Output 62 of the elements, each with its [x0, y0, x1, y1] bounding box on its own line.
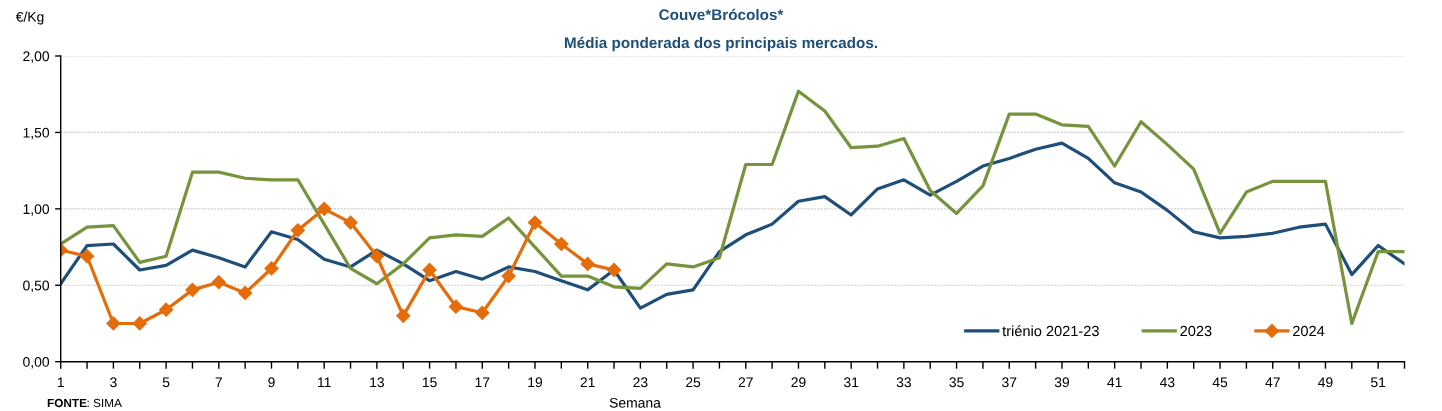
y-tick-label: 0,50 [23, 280, 50, 293]
x-tick-label: 41 [1107, 377, 1122, 388]
x-tick-label: 13 [370, 377, 384, 388]
x-tick-label: 15 [422, 377, 437, 388]
line-series [60, 141, 1405, 310]
point [580, 256, 596, 272]
legend-label: 2023 [1180, 325, 1212, 337]
point [106, 316, 121, 331]
point [343, 215, 358, 230]
y-tick-label: 2,00 [23, 51, 50, 63]
x-tick-label: 45 [1212, 377, 1228, 388]
point [553, 236, 569, 252]
y-tick-label: 0,00 [23, 357, 50, 369]
point [237, 285, 253, 301]
point [211, 274, 227, 290]
point [527, 215, 543, 230]
x-tick-label: 11 [318, 377, 331, 388]
x-tick-label: 33 [896, 377, 911, 388]
x-tick-label: 43 [1159, 377, 1175, 388]
chart-title: Couve*Brócolos* [659, 8, 784, 21]
x-tick-label: 3 [110, 377, 117, 388]
source-note: FONTE: SIMA [47, 398, 122, 408]
point [132, 316, 148, 331]
point [606, 262, 622, 278]
x-tick-label: 7 [215, 377, 222, 388]
point [185, 282, 200, 298]
point [316, 201, 332, 217]
x-axis-title: Semana [609, 397, 661, 408]
point [395, 308, 411, 324]
x-tick-label: 39 [1054, 377, 1070, 388]
point [369, 248, 385, 264]
x-tick-label: 49 [1318, 377, 1333, 388]
x-tick-label: 1 [57, 377, 64, 388]
point [79, 248, 95, 264]
legend-label: triénio 2021-23 [1002, 325, 1099, 337]
x-tick-label: 9 [268, 377, 275, 388]
x-tick-label: 31 [843, 377, 859, 388]
x-tick-label: 19 [528, 377, 543, 388]
legend-label: 2024 [1293, 325, 1325, 337]
x-tick-label: 29 [791, 377, 806, 388]
x-tick-label: 25 [686, 377, 701, 388]
x-tick-label: 51 [1370, 377, 1386, 388]
x-tick-label: 17 [475, 377, 490, 388]
y-tick-label: 1,00 [23, 204, 50, 216]
point [501, 268, 516, 284]
x-tick-label: 37 [1002, 377, 1017, 388]
line-series [60, 89, 1405, 326]
x-tick-label: 21 [580, 377, 595, 388]
point [264, 261, 279, 276]
point [290, 222, 306, 238]
chart-subtitle: Média ponderada dos principais mercados. [564, 36, 878, 52]
point [422, 262, 437, 278]
x-tick-label: 5 [162, 377, 170, 388]
point [474, 305, 490, 321]
point [158, 302, 174, 318]
x-tick-label: 47 [1265, 377, 1280, 388]
y-tick-label: 1,50 [23, 127, 50, 140]
x-tick-label: 23 [633, 377, 648, 388]
x-tick-label: 35 [949, 377, 964, 388]
point [448, 299, 464, 315]
y-axis-title: €/Kg [15, 11, 44, 25]
x-tick-label: 27 [738, 377, 753, 388]
